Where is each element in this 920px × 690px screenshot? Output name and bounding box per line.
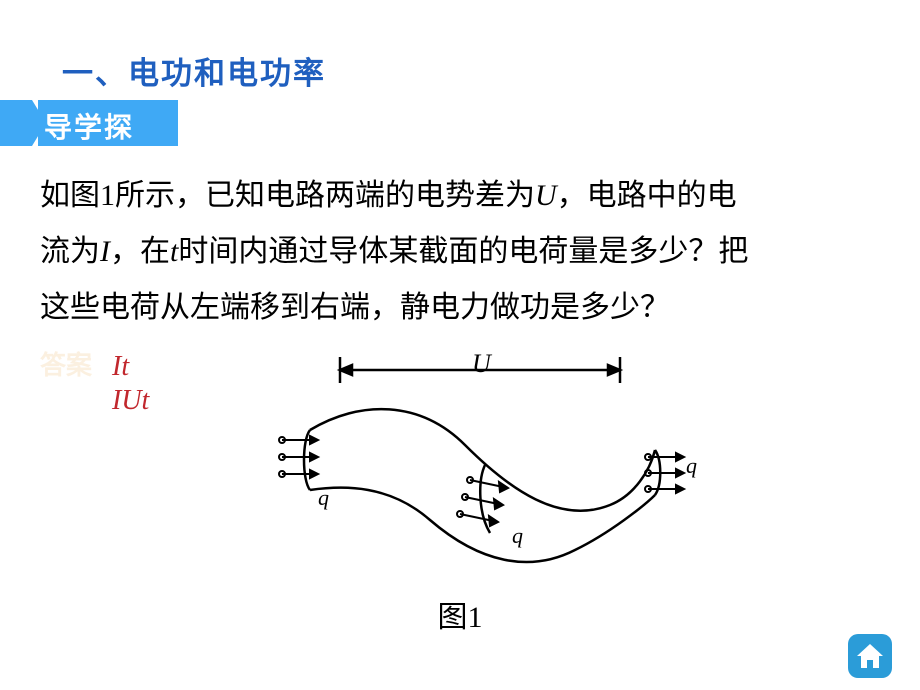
figure-q-label-mid: q (512, 523, 523, 549)
body-part-2c: 时间内通过导体某截面的电荷量是多少？把 (178, 235, 748, 268)
figure-caption: 图1 (0, 592, 920, 636)
problem-text: 如图1所示，已知电路两端的电势差为U，电路中的电 流为I，在t时间内通过导体某截… (40, 168, 880, 336)
body-part-2a: 流为 (40, 235, 100, 268)
figure-U-label: U (472, 349, 491, 379)
body-part-1b: ，电路中的电 (557, 179, 737, 212)
answer-label: 答案 (40, 350, 102, 380)
section-title: 一、电功和电功率 (62, 48, 326, 93)
home-button[interactable] (848, 634, 892, 678)
answer-line-1: It (112, 350, 149, 384)
body-part-1: 如图1所示，已知电路两端的电势差为 (40, 179, 535, 212)
figure-q-label-left: q (318, 485, 329, 511)
badge-label: 导学探 (44, 106, 134, 146)
figure-q-label-right: q (686, 453, 697, 479)
answer-lines: It IUt (112, 350, 149, 418)
answer-line-2: IUt (112, 384, 149, 418)
figure-1: U q q q (250, 345, 700, 585)
badge: 导学探 (0, 100, 200, 151)
body-part-2b: ，在 (110, 235, 170, 268)
var-U: U (535, 179, 557, 212)
var-I: I (100, 235, 110, 268)
body-part-3: 这些电荷从左端移到右端，静电力做功是多少？ (40, 291, 670, 324)
